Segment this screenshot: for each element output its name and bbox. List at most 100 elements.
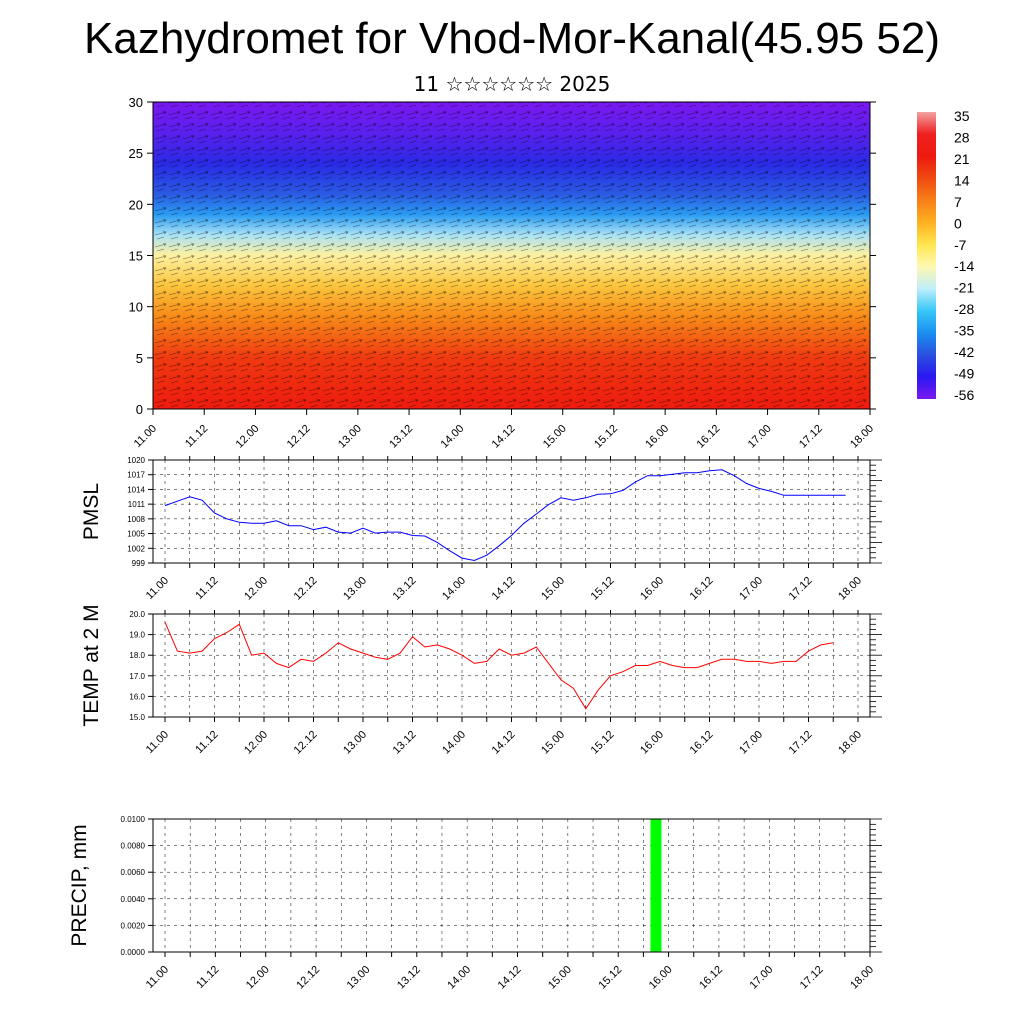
- colorbar-label: -7: [954, 237, 967, 253]
- x-tick-label: 15.00: [539, 729, 567, 757]
- pmsl-panel: 999 1002 1005 1008 1011 1014 1017 1020 11.00 11.1…: [80, 456, 882, 603]
- x-tick-label: 11.12: [183, 423, 210, 450]
- y-tick-label: 0.0060: [121, 868, 146, 877]
- y-tick-label: 1017: [127, 471, 145, 480]
- precip-bar: [650, 819, 662, 952]
- y-tick-label: 0.0000: [121, 948, 146, 957]
- x-tick-label: 11.12: [193, 575, 220, 602]
- x-tick-label: 17.00: [737, 575, 765, 603]
- x-tick-label: 11.00: [144, 964, 171, 991]
- colorbar-label: 28: [954, 129, 970, 145]
- x-tick-label: 13.12: [387, 423, 415, 451]
- y-tick-label: 0.0100: [121, 815, 146, 824]
- x-tick-label: 17.00: [747, 964, 775, 992]
- x-tick-label: 13.00: [345, 964, 373, 992]
- x-tick-label: 13.12: [391, 729, 419, 757]
- y-tick-label: 0.0020: [121, 921, 146, 930]
- colorbar: 35 28 21 14 7 0 -7 -14 -21 -28 -35 -42 -49 -56: [917, 108, 974, 403]
- colorbar-label: -56: [954, 387, 974, 403]
- colorbar-label: -35: [954, 323, 974, 339]
- y-tick-label: 17.0: [129, 672, 145, 681]
- y-tick-label: 10: [129, 300, 143, 315]
- x-tick-label: 16.12: [688, 575, 716, 603]
- x-tick-label: 12.12: [292, 575, 320, 603]
- temperature-cross-section: 0 5 10 15 20 25 30 11.00 11.12 12.00 12.12 13.00 13.…: [129, 95, 877, 451]
- x-tick-label: 14.00: [440, 575, 468, 603]
- x-tick-label: 13.00: [341, 575, 369, 603]
- x-tick-label: 18.00: [848, 423, 876, 451]
- x-tick-label: 18.00: [836, 729, 864, 757]
- colorbar-label: 35: [954, 108, 970, 124]
- y-tick-label: 15.0: [129, 713, 145, 722]
- x-tick-label: 12.12: [285, 423, 313, 451]
- colorbar-label: 21: [954, 151, 970, 167]
- x-tick-label: 12.12: [294, 964, 322, 992]
- y-tick-label: 1020: [127, 456, 145, 465]
- y-tick-label: 999: [132, 559, 146, 568]
- x-tick-label: 17.12: [798, 964, 826, 992]
- x-tick-label: 11.00: [144, 729, 171, 756]
- x-tick-label: 17.00: [737, 729, 765, 757]
- x-tick-label: 17.12: [787, 729, 815, 757]
- plot-frame: [152, 818, 871, 953]
- x-tick-label: 12.12: [292, 729, 320, 757]
- plot-border: [152, 818, 871, 953]
- x-tick-label: 16.12: [688, 729, 716, 757]
- x-tick-label: 18.00: [848, 964, 876, 992]
- y-tick-label: 5: [136, 351, 143, 366]
- y-tick-label: 1011: [128, 500, 146, 509]
- x-tick-label: 16.00: [638, 575, 666, 603]
- x-tick-label: 16.00: [647, 964, 675, 992]
- x-tick-label: 15.12: [589, 729, 617, 757]
- x-tick-label: 17.12: [787, 575, 815, 603]
- colorbar-label: 7: [954, 194, 962, 210]
- x-tick-label: 12.00: [242, 575, 270, 603]
- x-tick-label: 13.00: [341, 729, 369, 757]
- x-tick-label: 15.12: [589, 575, 617, 603]
- y-tick-label: 1014: [127, 485, 145, 494]
- chart-subtitle: 11 ☆☆☆☆☆☆ 2025: [413, 72, 611, 96]
- x-tick-label: 17.00: [746, 423, 774, 451]
- y-tick-label: 0: [136, 402, 143, 417]
- x-tick-label: 14.00: [438, 423, 466, 451]
- x-tick-label: 13.00: [336, 423, 364, 451]
- y-tick-label: 19.0: [129, 631, 145, 640]
- series-line: [164, 469, 846, 562]
- x-tick-label: 14.12: [490, 423, 518, 451]
- y-tick-label: 20: [129, 197, 143, 212]
- colorbar-fill: [917, 112, 936, 399]
- x-tick-label: 15.00: [539, 575, 567, 603]
- x-tick-label: 15.12: [596, 964, 624, 992]
- x-tick-label: 14.00: [440, 729, 468, 757]
- wind-vectors: [153, 102, 870, 409]
- x-tick-label: 16.00: [638, 729, 666, 757]
- x-tick-label: 16.12: [695, 423, 723, 451]
- x-tick-label: 15.00: [541, 423, 569, 451]
- series-line: [164, 622, 834, 710]
- y-axis-title: TEMP at 2 M: [80, 604, 103, 726]
- y-tick-label: 18.0: [129, 651, 145, 660]
- x-tick-label: 12.00: [234, 423, 262, 451]
- colorbar-label: -42: [954, 344, 974, 360]
- chart-title: Kazhydromet for Vhod-Mor-Kanal(45.95 52): [84, 14, 940, 63]
- colorbar-label: -21: [954, 280, 974, 296]
- y-tick-label: 1008: [127, 515, 145, 524]
- x-tick-label: 15.12: [592, 423, 620, 451]
- x-tick-label: 11.12: [193, 729, 220, 756]
- x-tick-label: 18.00: [836, 575, 864, 603]
- y-tick-label: 30: [129, 95, 143, 110]
- colorbar-label: -49: [954, 366, 974, 382]
- x-tick-label: 11.00: [144, 575, 171, 602]
- x-tick-label: 11.12: [194, 964, 221, 991]
- x-tick-label: 16.12: [697, 964, 725, 992]
- x-tick-label: 17.12: [797, 423, 825, 451]
- y-tick-label: 16.0: [129, 692, 145, 701]
- x-tick-label: 14.12: [490, 729, 518, 757]
- y-axis-title: PMSL: [80, 483, 103, 540]
- x-tick-label: 14.12: [496, 964, 524, 992]
- colorbar-label: -28: [954, 301, 974, 317]
- colorbar-label: 14: [954, 172, 970, 188]
- precipitation-panel: 0.0000 0.0020 0.0040 0.0060 0.0080 0.0100 11.0…: [68, 815, 882, 992]
- x-tick-label: 11.00: [132, 423, 159, 450]
- colorbar-label: -14: [954, 258, 974, 274]
